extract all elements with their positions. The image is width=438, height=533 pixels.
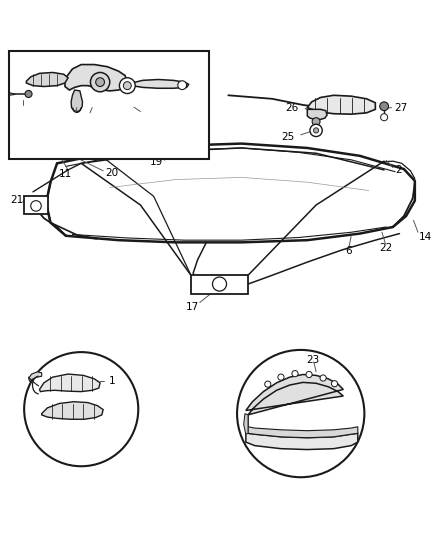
Polygon shape: [243, 414, 247, 434]
Polygon shape: [42, 402, 103, 419]
Polygon shape: [247, 427, 357, 438]
Polygon shape: [28, 372, 42, 382]
Polygon shape: [65, 64, 127, 91]
Circle shape: [90, 72, 110, 92]
Text: 17: 17: [185, 302, 198, 312]
Circle shape: [119, 78, 135, 93]
Circle shape: [379, 102, 388, 111]
Polygon shape: [24, 196, 48, 214]
Circle shape: [237, 350, 364, 477]
Text: 6: 6: [344, 246, 351, 256]
Polygon shape: [307, 95, 374, 114]
Text: 4: 4: [72, 110, 79, 120]
Text: 21: 21: [10, 195, 23, 205]
Text: 20: 20: [105, 168, 118, 179]
Polygon shape: [245, 375, 343, 415]
Polygon shape: [131, 79, 188, 88]
Text: 23: 23: [305, 354, 318, 365]
Text: 1: 1: [109, 376, 115, 386]
Text: 22: 22: [379, 243, 392, 253]
Polygon shape: [245, 415, 357, 449]
Text: 3: 3: [88, 110, 95, 120]
Text: 15: 15: [137, 109, 150, 119]
Circle shape: [24, 352, 138, 466]
Text: 19: 19: [150, 157, 163, 167]
Polygon shape: [191, 275, 247, 294]
Circle shape: [264, 381, 270, 387]
Circle shape: [277, 374, 283, 380]
Polygon shape: [71, 90, 82, 111]
Circle shape: [212, 277, 226, 291]
Text: 27: 27: [393, 102, 406, 112]
Text: 14: 14: [418, 232, 431, 241]
Polygon shape: [10, 93, 15, 95]
Circle shape: [380, 114, 387, 121]
Circle shape: [309, 124, 321, 136]
Circle shape: [95, 78, 104, 86]
Polygon shape: [39, 374, 100, 392]
Circle shape: [319, 375, 325, 381]
Text: 11: 11: [58, 169, 71, 179]
Text: 25: 25: [280, 132, 293, 142]
Text: 2: 2: [394, 165, 401, 175]
Text: 16: 16: [16, 102, 29, 112]
Circle shape: [305, 372, 311, 377]
Circle shape: [311, 118, 319, 126]
Circle shape: [31, 200, 41, 211]
Circle shape: [25, 91, 32, 98]
Circle shape: [313, 128, 318, 133]
Text: 26: 26: [285, 102, 298, 112]
Polygon shape: [307, 109, 326, 119]
Circle shape: [291, 370, 297, 377]
Circle shape: [123, 82, 131, 90]
Circle shape: [331, 381, 337, 387]
Polygon shape: [26, 72, 68, 86]
Bar: [9, 51, 208, 159]
Circle shape: [177, 81, 186, 90]
